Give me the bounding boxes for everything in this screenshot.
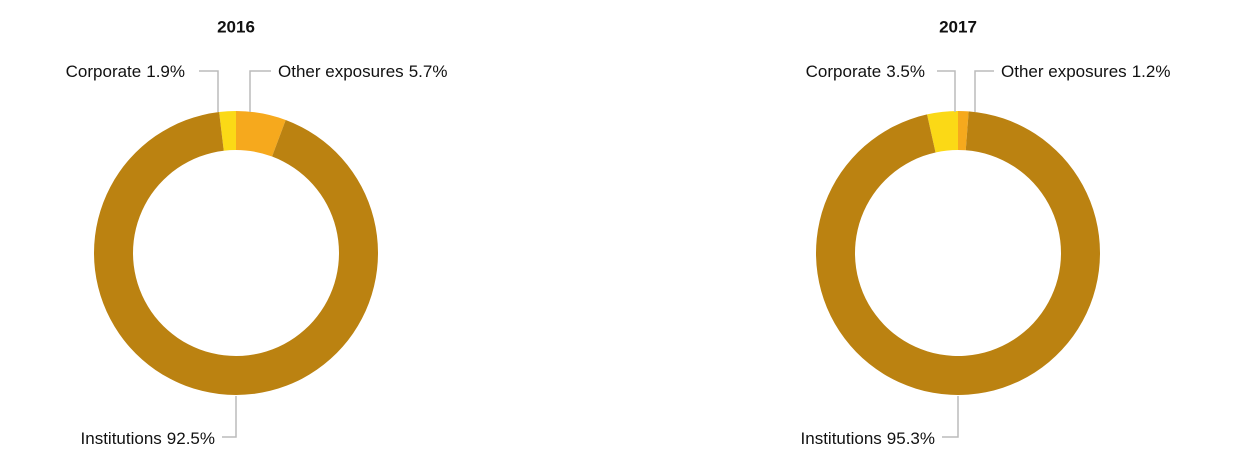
leader-line (222, 396, 237, 438)
slice-category: Corporate (66, 62, 142, 81)
donut-slice (219, 111, 236, 151)
chart-title: 2016 (217, 17, 255, 36)
leader-line (974, 70, 994, 112)
leader-line (199, 70, 219, 112)
slice-label: Other exposures 1.2% (1001, 62, 1170, 81)
donut-slice (958, 111, 969, 151)
leader-line (249, 70, 271, 112)
slice-value-label: 5.7% (409, 62, 448, 81)
slice-category: Corporate (806, 62, 882, 81)
slice-label: Corporate 1.9% (66, 62, 185, 81)
slice-category: Institutions (81, 429, 162, 448)
slice-label: Corporate 3.5% (806, 62, 925, 81)
slice-value-label: 1.2% (1132, 62, 1171, 81)
donut-slice (815, 111, 1100, 395)
slice-category: Other exposures (278, 62, 404, 81)
slice-value-label: 3.5% (886, 62, 925, 81)
slice-category: Institutions (801, 429, 882, 448)
donut-slice (236, 111, 286, 157)
slice-label: Other exposures 5.7% (278, 62, 447, 81)
slice-value-label: 92.5% (167, 429, 215, 448)
donut-slice (927, 111, 958, 153)
slice-label: Institutions 95.3% (801, 429, 935, 448)
chart-title: 2017 (939, 17, 977, 36)
slice-category: Other exposures (1001, 62, 1127, 81)
leader-line (942, 396, 959, 438)
leader-line (937, 70, 956, 112)
slice-value-label: 95.3% (887, 429, 935, 448)
donut-slice (93, 112, 378, 395)
slice-label: Institutions 92.5% (81, 429, 215, 448)
slice-value-label: 1.9% (146, 62, 185, 81)
